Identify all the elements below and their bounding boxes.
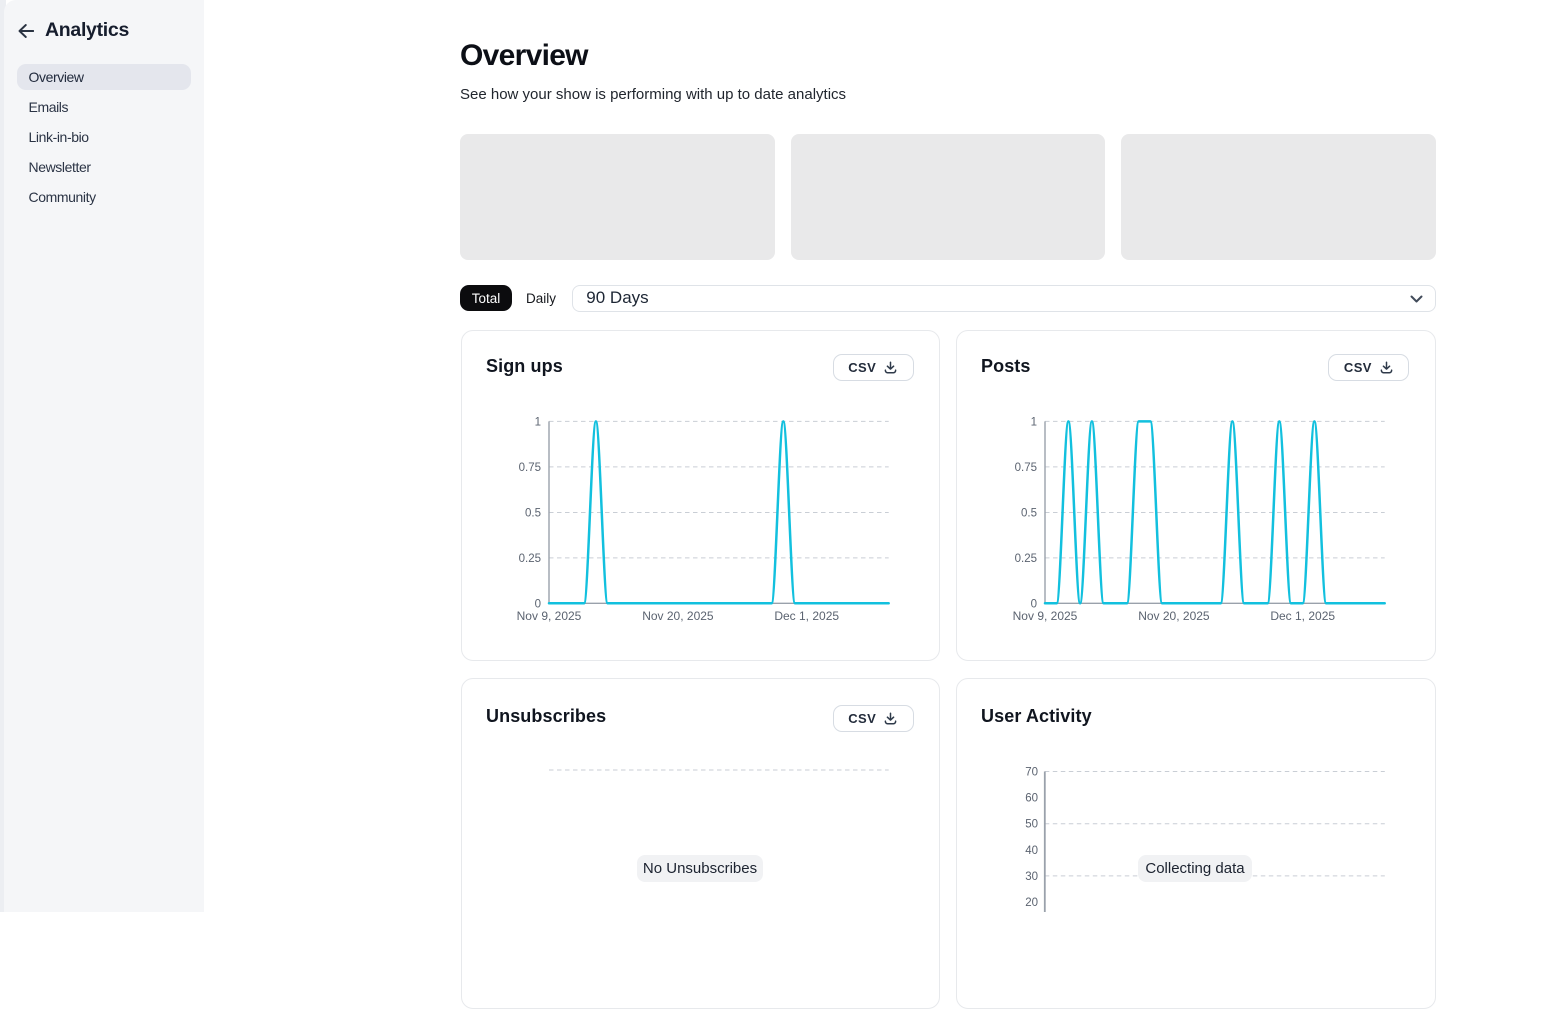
svg-text:Dec 1, 2025: Dec 1, 2025: [1270, 609, 1335, 623]
svg-text:0.5: 0.5: [1021, 508, 1037, 520]
svg-text:Nov 20, 2025: Nov 20, 2025: [1138, 609, 1210, 623]
svg-text:60: 60: [1025, 793, 1038, 805]
svg-text:0.25: 0.25: [1014, 553, 1036, 565]
svg-text:0.75: 0.75: [519, 462, 541, 474]
svg-text:1: 1: [535, 416, 541, 428]
svg-text:0.25: 0.25: [519, 553, 541, 565]
svg-text:0: 0: [535, 598, 541, 610]
svg-text:Dec 1, 2025: Dec 1, 2025: [774, 609, 839, 623]
svg-text:20: 20: [1025, 897, 1038, 909]
svg-text:0.5: 0.5: [525, 508, 541, 520]
svg-text:50: 50: [1025, 819, 1038, 831]
svg-text:0: 0: [1030, 598, 1036, 610]
svg-text:Nov 9, 2025: Nov 9, 2025: [517, 609, 582, 623]
svg-text:0.75: 0.75: [1014, 462, 1036, 474]
svg-text:Nov 9, 2025: Nov 9, 2025: [1012, 609, 1077, 623]
svg-text:1: 1: [1030, 416, 1036, 428]
svg-text:40: 40: [1025, 845, 1038, 857]
svg-text:70: 70: [1025, 767, 1038, 779]
svg-text:30: 30: [1025, 871, 1038, 883]
svg-text:Nov 20, 2025: Nov 20, 2025: [642, 609, 714, 623]
